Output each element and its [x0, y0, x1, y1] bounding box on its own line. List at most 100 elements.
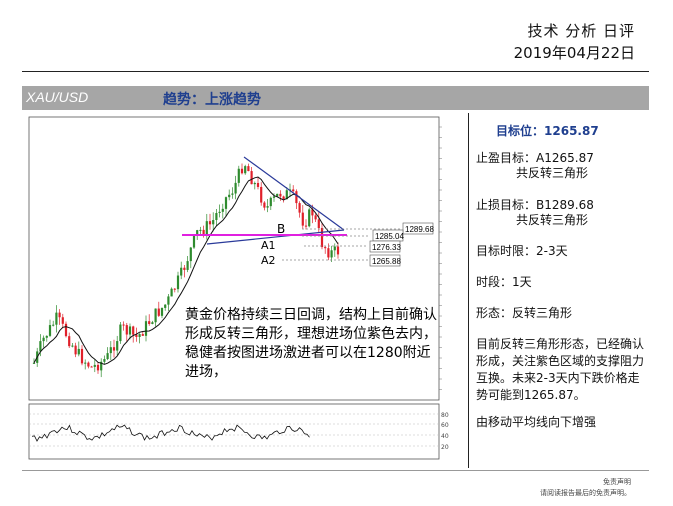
candle-body: [144, 321, 148, 336]
candle-body: [84, 362, 87, 364]
candle-body: [301, 212, 304, 226]
triangle-pattern: [182, 156, 402, 261]
candle-body: [221, 208, 224, 212]
moving-average: [33, 176, 339, 365]
candle-body: [116, 341, 119, 351]
candle-body: [298, 203, 301, 213]
candle-body: [42, 337, 45, 342]
candle-body: [218, 211, 221, 214]
level-tags: 1289.68 1285.04 1276.33 1265.88: [369, 222, 434, 267]
candle-body: [141, 334, 144, 336]
candle-body: [231, 193, 234, 195]
candle-body: [48, 325, 52, 336]
candle-body: [333, 246, 336, 251]
disclaimer-text: 请阅读报告最后的免责声明。: [540, 489, 631, 497]
candle-body: [196, 230, 199, 236]
candle-body: [52, 324, 55, 326]
candle-body: [189, 247, 192, 262]
ma-line: [33, 176, 339, 365]
candle-body: [125, 325, 128, 335]
candle-body: [320, 227, 324, 248]
chart-commentary: 黄金价格持续三日回调，结构上目前确认形成反转三角形，理想进场位紫色去内，稳健者按…: [185, 307, 437, 380]
pattern: 形态：反转三角形: [476, 306, 573, 320]
level-tag-mid: 1285.04: [375, 232, 404, 241]
oscillator-grid: 80 60 40 20: [29, 412, 449, 451]
time-limit: 目标时限：2-3天: [476, 244, 568, 258]
instrument-symbol: XAU/USD: [26, 89, 89, 105]
candle-body: [228, 194, 231, 198]
candle-body: [279, 193, 282, 197]
candle-body: [266, 206, 269, 208]
main-pane-frame: [28, 116, 440, 401]
candle-body: [151, 322, 154, 324]
oscillator-pane-frame: [28, 403, 440, 460]
candle-body: [276, 193, 279, 197]
candle-body: [247, 166, 250, 172]
candle-body: [253, 182, 256, 185]
candle-body: [260, 186, 263, 203]
marker-b: B: [277, 222, 285, 236]
candle-body: [119, 324, 122, 342]
candle-body: [327, 248, 330, 258]
candle-body: [263, 202, 266, 208]
triangle-upper-line: [243, 156, 345, 231]
candle-body: [135, 334, 138, 337]
candle-body: [292, 189, 295, 192]
stop-loss-note: 共反转三角形: [516, 213, 589, 227]
candle-body: [164, 304, 167, 308]
candle-body: [109, 347, 112, 354]
candle-body: [192, 235, 196, 248]
take-profit-note: 共反转三角形: [516, 166, 589, 180]
footer-divider: [22, 470, 649, 471]
candle-body: [176, 275, 180, 290]
candle-body: [180, 267, 183, 276]
candle-body: [250, 171, 253, 185]
price-axis: [439, 126, 442, 390]
stop-loss-row: 止损目标：B1289.68: [476, 197, 594, 214]
disclaimer-title: 免责声明: [603, 478, 631, 486]
candle-body: [58, 312, 61, 318]
candle-body: [215, 213, 218, 221]
osc-label-60: 60: [441, 422, 449, 429]
candle-body: [285, 190, 288, 200]
instrument-bar: XAU/USD 趋势：上涨趋势: [22, 86, 649, 110]
trend-label: 趋势：上涨趋势: [163, 92, 261, 108]
report-title: 技术 分析 日评: [527, 22, 635, 40]
candle-body: [186, 261, 189, 270]
candle-body: [314, 215, 317, 220]
candle-body: [234, 182, 237, 194]
candle-body: [93, 364, 96, 367]
candle-body: [106, 353, 109, 360]
osc-label-20: 20: [441, 444, 449, 451]
take-profit-row: 止盈目标：A1265.87: [476, 150, 594, 167]
candle-body: [202, 229, 205, 235]
candle-body: [87, 362, 90, 367]
ma-note: 由移动平均线向下增强: [476, 415, 597, 429]
target-label: 目标位：: [496, 124, 545, 138]
header-divider: [22, 71, 649, 72]
candle-body: [138, 334, 141, 337]
candle-body: [199, 229, 202, 231]
candle-body: [160, 307, 164, 316]
candle-body: [240, 168, 244, 174]
candle-body: [122, 324, 125, 326]
candle-body: [272, 196, 276, 198]
target-value: 1265.87: [544, 124, 599, 138]
candle-body: [74, 345, 77, 355]
candle-body: [100, 361, 103, 371]
candle-body: [173, 288, 176, 290]
target-row: 目标位：1265.87: [496, 123, 599, 140]
report-date: 2019年04月22日: [513, 44, 635, 62]
candle-body: [68, 336, 71, 347]
candle-body: [208, 221, 212, 225]
chart-canvas: 1289.68 1285.04 1276.33 1265.88 B A1 A2 …: [28, 116, 449, 460]
triangle-lower-line: [206, 229, 345, 245]
candle-body: [77, 348, 80, 355]
candle-body: [80, 348, 84, 364]
candle-body: [212, 220, 215, 225]
candle-body: [112, 347, 116, 351]
candle-body: [330, 250, 333, 258]
column-divider: [468, 113, 469, 468]
oscillator-line: [31, 424, 310, 442]
level-tag-a2: 1265.88: [372, 257, 401, 266]
